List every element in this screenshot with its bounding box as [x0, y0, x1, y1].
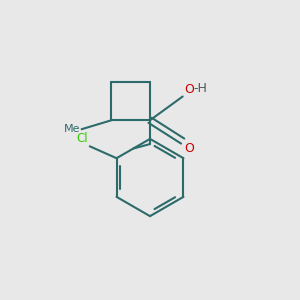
Text: Cl: Cl — [77, 132, 88, 145]
Text: O: O — [184, 142, 194, 155]
Text: -H: -H — [194, 82, 207, 95]
Text: Me: Me — [64, 124, 80, 134]
Text: O: O — [184, 83, 194, 96]
